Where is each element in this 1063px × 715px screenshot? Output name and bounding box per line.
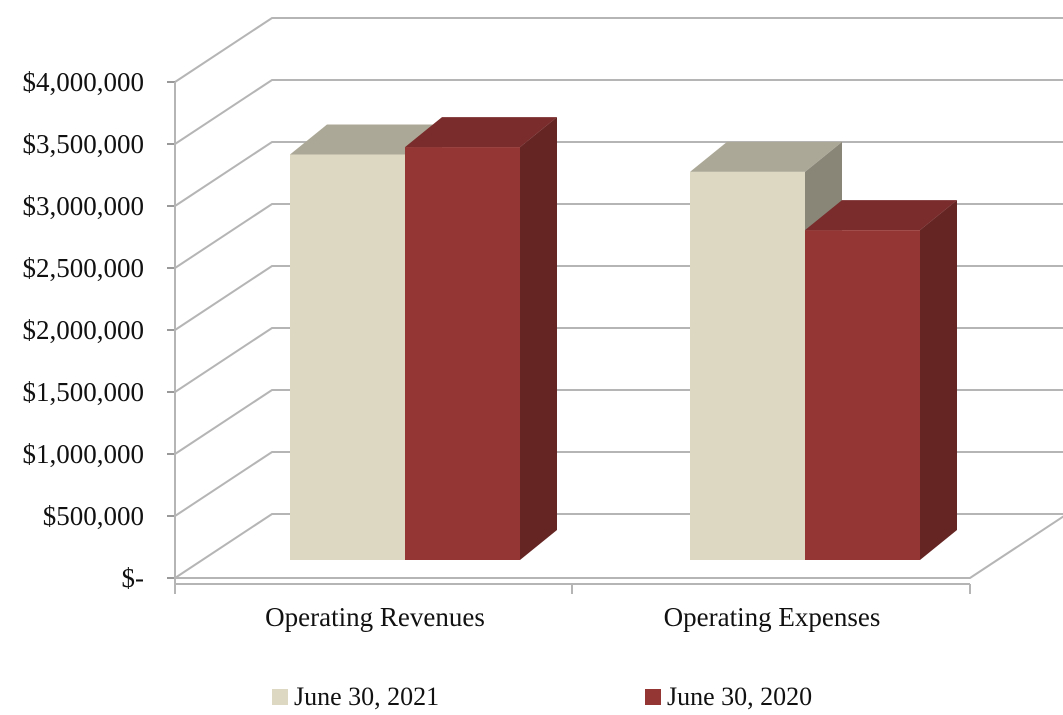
legend-label: June 30, 2020 bbox=[667, 682, 813, 711]
x-tick-labels: Operating Revenues Operating Expenses bbox=[265, 602, 880, 632]
gridlines bbox=[174, 17, 1063, 579]
bar-front bbox=[290, 154, 405, 560]
legend-swatch bbox=[645, 689, 661, 705]
chart-walls bbox=[175, 515, 1063, 579]
y-tick-label: $2,000,000 bbox=[23, 315, 145, 345]
bar-top bbox=[805, 200, 957, 231]
bar bbox=[405, 117, 557, 560]
legend-label: June 30, 2021 bbox=[294, 682, 440, 711]
y-tick-label: $2,500,000 bbox=[23, 253, 145, 283]
legend-item-2020: June 30, 2020 bbox=[645, 680, 812, 714]
floor-edge bbox=[175, 515, 1063, 579]
x-tick-label: Operating Expenses bbox=[664, 602, 881, 632]
bar-front bbox=[805, 230, 920, 560]
bar bbox=[805, 200, 957, 560]
gridline bbox=[174, 79, 1063, 145]
y-tick-label: $500,000 bbox=[43, 501, 144, 531]
x-tick-label: Operating Revenues bbox=[265, 602, 485, 632]
y-tick-label: $1,500,000 bbox=[23, 377, 145, 407]
legend-item-2021: June 30, 2021 bbox=[272, 680, 439, 714]
bar-side bbox=[920, 200, 957, 560]
bars bbox=[290, 117, 957, 561]
bar-top bbox=[690, 141, 842, 172]
legend-swatch bbox=[272, 689, 288, 705]
y-tick-label: $- bbox=[122, 563, 145, 593]
bar-top bbox=[405, 117, 557, 148]
y-tick-label: $3,000,000 bbox=[23, 191, 145, 221]
bar-top bbox=[290, 124, 442, 155]
y-tick-label: $3,500,000 bbox=[23, 129, 145, 159]
axes bbox=[167, 81, 971, 594]
gridline bbox=[174, 17, 1063, 83]
y-tick-label: $4,000,000 bbox=[23, 67, 145, 97]
bar-front bbox=[405, 147, 520, 560]
y-tick-labels: $- $500,000 $1,000,000 $1,500,000 $2,000,000… bbox=[23, 67, 145, 593]
bar-side bbox=[520, 117, 557, 560]
y-tick-label: $1,000,000 bbox=[23, 439, 145, 469]
bar-front bbox=[690, 171, 805, 560]
